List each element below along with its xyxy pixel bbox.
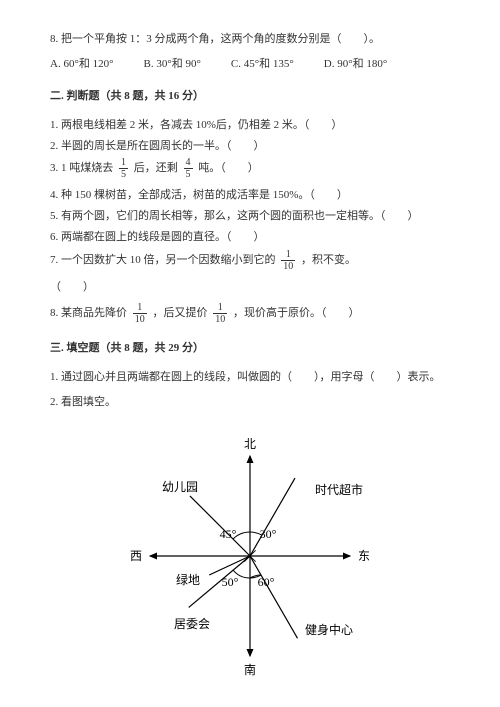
q8-options: A. 60°和 120° B. 30°和 90° C. 45°和 135° D.… <box>50 55 450 74</box>
svg-text:50°: 50° <box>222 575 239 589</box>
fraction: 110 <box>213 302 227 325</box>
frac-num: 4 <box>184 157 193 169</box>
compass-diagram: 北南 东 西 幼儿园 时代超市绿地居委会 健身中心 45° 30° 50° 60° <box>120 421 380 681</box>
section3-header: 三. 填空题（共 8 题，共 29 分） <box>50 339 450 358</box>
s2-q3-suffix: 吨。（ ） <box>198 162 259 174</box>
s2-q3-prefix: 3. 1 吨煤烧去 <box>50 162 113 174</box>
frac-num: 1 <box>133 302 147 314</box>
fraction: 45 <box>184 157 193 180</box>
svg-text:45°: 45° <box>220 527 237 541</box>
s2-q4: 4. 种 150 棵树苗，全部成活，树苗的成活率是 150%。（ ） <box>50 186 450 205</box>
s2-q7-prefix: 7. 一个因数扩大 10 倍，另一个因数缩小到它的 <box>50 254 276 266</box>
s2-q8-prefix: 8. 某商品先降价 <box>50 307 127 319</box>
fraction: 15 <box>119 157 128 180</box>
q8-text: 8. 把一个平角按 1：3 分成两个角，这两个角的度数分别是（ ）。 <box>50 30 450 49</box>
svg-text:南: 南 <box>244 662 256 677</box>
frac-num: 1 <box>281 249 295 261</box>
q8-option-d: D. 90°和 180° <box>324 55 388 74</box>
s2-q7: 7. 一个因数扩大 10 倍，另一个因数缩小到它的 110 ，积不变。 <box>50 249 450 272</box>
s2-q3: 3. 1 吨煤烧去 15 后，还剩 45 吨。（ ） <box>50 157 450 180</box>
svg-text:西: 西 <box>130 549 142 563</box>
frac-den: 10 <box>281 261 295 272</box>
s2-q6: 6. 两端都在圆上的线段是圆的直径。（ ） <box>50 228 450 247</box>
frac-den: 5 <box>119 169 128 180</box>
q8-option-a: A. 60°和 120° <box>50 55 114 74</box>
q8-option-b: B. 30°和 90° <box>144 55 201 74</box>
svg-text:60°: 60° <box>258 575 275 589</box>
svg-text:健身中心: 健身中心 <box>305 622 353 637</box>
compass-diagram-container: 北南 东 西 幼儿园 时代超市绿地居委会 健身中心 45° 30° 50° 60° <box>50 421 450 681</box>
s2-q8-suffix: ，现价高于原价。（ ） <box>233 307 360 319</box>
svg-text:北: 北 <box>244 437 256 451</box>
svg-text:30°: 30° <box>260 527 277 541</box>
fraction: 110 <box>133 302 147 325</box>
s2-q3-mid: 后，还剩 <box>134 162 178 174</box>
fraction: 110 <box>281 249 295 272</box>
s2-q5: 5. 有两个圆，它们的周长相等，那么，这两个圆的面积也一定相等。（ ） <box>50 207 450 226</box>
s2-q8: 8. 某商品先降价 110 ，后又提价 110 ，现价高于原价。（ ） <box>50 302 450 325</box>
svg-text:时代超市: 时代超市 <box>315 482 363 497</box>
q8-option-c: C. 45°和 135° <box>231 55 294 74</box>
s2-q7-suffix: ，积不变。 <box>301 254 356 266</box>
frac-den: 10 <box>213 314 227 325</box>
frac-den: 10 <box>133 314 147 325</box>
svg-text:绿地: 绿地 <box>176 572 200 587</box>
s3-q1: 1. 通过圆心并且两端都在圆上的线段，叫做圆的（ ），用字母（ ）表示。 <box>50 368 450 387</box>
frac-den: 5 <box>184 169 193 180</box>
s2-q1: 1. 两根电线相差 2 米，各减去 10%后，仍相差 2 米。（ ） <box>50 116 450 135</box>
svg-text:东: 东 <box>358 549 370 563</box>
s2-q8-mid: ，后又提价 <box>153 307 208 319</box>
svg-text:幼儿园: 幼儿园 <box>162 480 198 494</box>
s3-q2: 2. 看图填空。 <box>50 393 450 412</box>
svg-text:居委会: 居委会 <box>174 617 210 631</box>
frac-num: 1 <box>119 157 128 169</box>
s2-q7-paren: （ ） <box>50 278 450 297</box>
s2-q2: 2. 半圆的周长是所在圆周长的一半。（ ） <box>50 137 450 156</box>
section2-header: 二. 判断题（共 8 题，共 16 分） <box>50 87 450 106</box>
frac-num: 1 <box>213 302 227 314</box>
